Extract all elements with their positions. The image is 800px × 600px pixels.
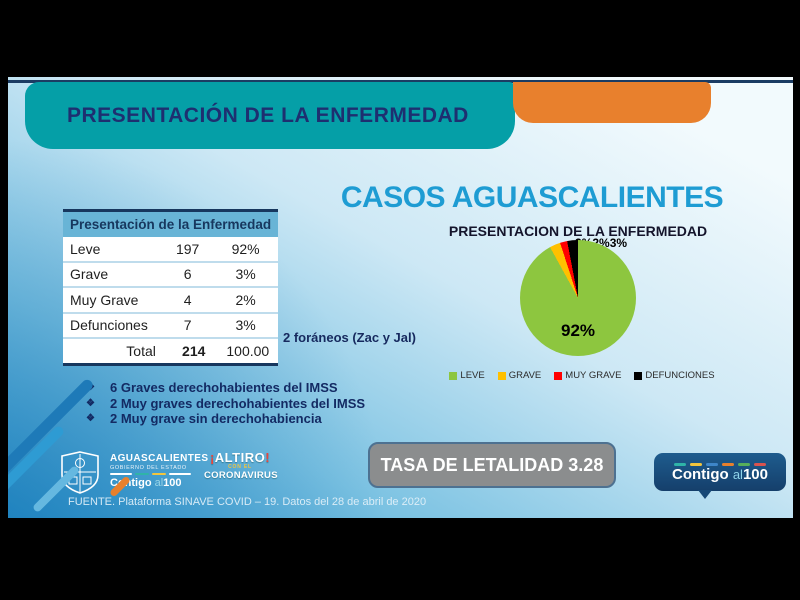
altiro-logo-conel: CON EL [228, 464, 252, 470]
altiro-logo-coronavirus: CORONAVIRUS [204, 470, 278, 481]
legend-swatch [554, 371, 563, 380]
badge-color-dashes [674, 462, 766, 466]
legend-item: LEVE [449, 370, 485, 381]
orange-accent-shape [513, 82, 711, 123]
altiro-open-exclamation: ¡ [209, 450, 215, 465]
table-header: Presentación de la Enfermedad [63, 212, 278, 237]
legend-label: MUY GRAVE [565, 370, 622, 381]
badge-100: 100 [742, 465, 768, 483]
table-cell-label: Grave [70, 266, 109, 283]
page-title: CASOS AGUASCALIENTES [340, 181, 724, 214]
table-cell-label: Defunciones [70, 317, 148, 334]
legend-label: LEVE [460, 370, 485, 381]
bullet-item: 2 Muy graves derechohabientes del IMSS [86, 396, 365, 412]
slide-title: PRESENTACIÓN DE LA ENFERMEDAD [67, 103, 469, 127]
altiro-coronavirus-logo: ¡ALTIRO! CON EL CORONAVIRUS [204, 450, 278, 481]
table-cell-label: Leve [70, 240, 101, 257]
gov-slogan-100: 100 [163, 477, 182, 489]
gov-logo-subtitle: GOBIERNO DEL ESTADO [110, 465, 187, 471]
title-banner: PRESENTACIÓN DE LA ENFERMEDAD [25, 82, 515, 149]
legend-swatch [497, 371, 506, 380]
table-cell-count: 6 [183, 266, 192, 283]
legend-item: DEFUNCIONES [634, 370, 715, 381]
badge-text: Contigo al100 [672, 465, 768, 483]
table-row: Muy Grave 4 2% [63, 286, 278, 312]
notes-bullet-list: 6 Graves derechohabientes del IMSS2 Muy … [86, 380, 365, 427]
legend-label: DEFUNCIONES [645, 370, 715, 381]
bullet-item: 6 Graves derechohabientes del IMSS [86, 380, 365, 396]
table-cell-pct: 92% [231, 240, 260, 257]
badge-dash [706, 462, 718, 466]
contigo-al-100-badge: Contigo al100 [654, 453, 786, 503]
legend-item: MUY GRAVE [554, 370, 621, 381]
altiro-logo-title: ¡ALTIRO! [204, 450, 276, 465]
table-cell-count: 7 [183, 317, 192, 334]
badge-al: al [732, 466, 743, 482]
bullet-item: 2 Muy grave sin derechohabiencia [86, 411, 365, 427]
legend-swatch [634, 371, 643, 380]
table-cell-pct: 2% [235, 291, 256, 308]
table-cell-label: Muy Grave [70, 291, 139, 308]
top-divider-line [8, 80, 793, 83]
pie-chart [520, 240, 636, 356]
badge-dash [722, 462, 734, 466]
badge-dash [674, 462, 686, 466]
lethality-rate-box: TASA DE LETALIDAD 3.28 [368, 442, 616, 488]
legend-label: GRAVE [508, 370, 542, 381]
altiro-word: ALTIRO [214, 450, 266, 465]
chart-title: PRESENTACION DE LA ENFERMEDAD [448, 223, 708, 239]
legend-item: GRAVE [497, 370, 542, 381]
gov-slogan-al: al [154, 477, 164, 489]
gov-logo-divider [110, 473, 206, 475]
presentation-table: Presentación de la Enfermedad Leve 197 92%… [63, 209, 278, 366]
slide: PRESENTACIÓN DE LA ENFERMEDAD CASOS AGUA… [8, 77, 793, 518]
table-row: Defunciones 7 3% [63, 311, 278, 337]
table-cell-total-label: Total [126, 342, 156, 359]
table-row: Leve 197 92% [63, 237, 278, 261]
gov-logo-state-name: AGUASCALIENTES [110, 453, 209, 464]
badge-bubble: Contigo al100 [654, 453, 786, 491]
table-cell-pct: 3% [235, 266, 256, 283]
foraneos-note: 2 foráneos (Zac y Jal) [283, 330, 416, 345]
altiro-close-exclamation: ! [265, 450, 271, 465]
source-note: FUENTE. Plataforma SINAVE COVID – 19. Da… [68, 496, 427, 508]
badge-contigo: Contigo [672, 465, 729, 483]
badge-tail [698, 490, 712, 499]
table-cell-total-count: 214 [182, 342, 206, 359]
aguascalientes-coat-of-arms-icon [61, 451, 99, 494]
badge-dash [754, 462, 766, 466]
table-cell-count: 4 [183, 291, 192, 308]
badge-dash [738, 462, 750, 466]
pie-main-slice-label: 92% [560, 321, 596, 340]
table-cell-count: 197 [175, 240, 200, 257]
chart-legend: LEVE GRAVE MUY GRAVE DEFUNCIONES [417, 370, 747, 381]
table-row: Grave 6 3% [63, 260, 278, 286]
legend-swatch [449, 371, 458, 380]
table-total-row: Total 214 100.00 [63, 337, 278, 363]
table-body: Leve 197 92% Grave 6 3% Muy Grave 4 2% Defuncione… [63, 237, 278, 337]
badge-dash [690, 462, 702, 466]
table-cell-pct: 3% [235, 317, 256, 334]
table-cell-total-pct: 100.00 [226, 342, 270, 359]
